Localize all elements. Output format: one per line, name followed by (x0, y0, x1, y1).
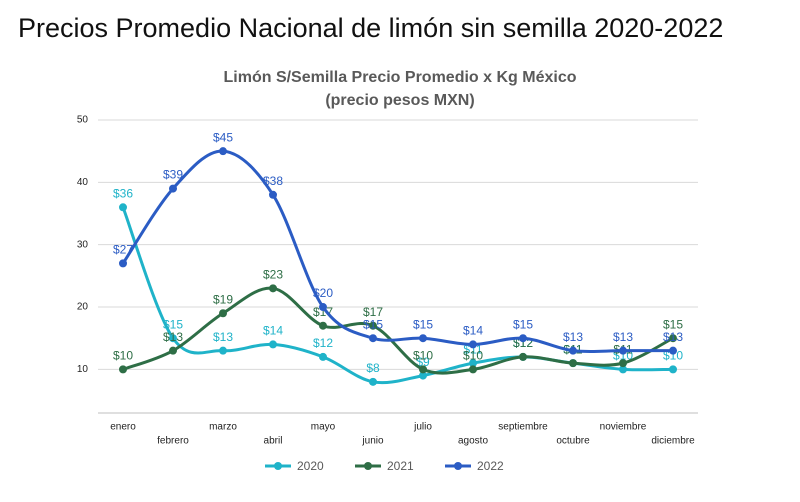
data-point (419, 334, 427, 343)
data-point (119, 365, 127, 374)
data-label: $15 (163, 317, 183, 331)
series-line (121, 206, 674, 385)
data-label: $39 (163, 168, 183, 182)
data-point (619, 365, 627, 374)
data-label: $9 (416, 355, 430, 369)
data-label: $36 (113, 186, 133, 200)
x-tick-label: julio (413, 422, 432, 433)
data-point (369, 334, 377, 343)
legend-label: 2020 (297, 459, 324, 473)
data-label: $23 (263, 267, 283, 281)
data-point (469, 359, 477, 368)
data-label: $12 (313, 336, 333, 350)
legend-label: 2021 (387, 459, 414, 473)
legend-marker (364, 462, 372, 470)
data-point (419, 371, 427, 380)
data-point (269, 340, 277, 349)
data-label: $27 (113, 243, 133, 257)
data-label: $10 (463, 349, 483, 363)
y-tick-label: 10 (77, 364, 89, 375)
y-tick-label: 30 (77, 239, 89, 250)
data-point (119, 259, 127, 268)
page-title: Precios Promedio Nacional de limón sin s… (18, 13, 723, 43)
data-label: $8 (366, 361, 380, 375)
data-label: $13 (613, 330, 633, 344)
legend-marker (274, 462, 282, 470)
x-tick-label: enero (110, 422, 136, 433)
data-label: $10 (113, 349, 133, 363)
data-label: $13 (163, 330, 183, 344)
y-tick-label: 50 (77, 115, 89, 126)
x-tick-label: febrero (157, 436, 189, 447)
data-point (169, 346, 177, 355)
data-label: $17 (363, 305, 383, 319)
data-point (169, 184, 177, 193)
data-point (369, 321, 377, 330)
x-tick-label: agosto (458, 436, 488, 447)
data-point (169, 334, 177, 343)
data-point (319, 321, 327, 330)
series-line (121, 149, 673, 354)
data-label: $19 (213, 292, 233, 306)
x-tick-label: noviembre (600, 422, 647, 433)
data-point (669, 365, 677, 374)
data-label: $14 (263, 324, 283, 338)
chart-title: Limón S/Semilla Precio Promedio x Kg Méx… (224, 69, 577, 86)
data-label: $13 (213, 330, 233, 344)
y-tick-label: 40 (77, 177, 89, 188)
data-point (219, 309, 227, 318)
data-point (619, 359, 627, 368)
data-point (269, 284, 277, 293)
x-tick-label: marzo (209, 422, 237, 433)
data-label: $20 (313, 286, 333, 300)
x-tick-label: octubre (556, 436, 590, 447)
data-point (319, 303, 327, 312)
data-point (519, 352, 527, 361)
data-point (519, 334, 527, 343)
data-point (419, 365, 427, 374)
data-point (569, 346, 577, 355)
x-tick-label: junio (361, 436, 384, 447)
x-tick-label: abril (264, 436, 283, 447)
y-tick-label: 20 (77, 302, 89, 313)
data-label: $13 (563, 330, 583, 344)
legend-marker (454, 462, 462, 470)
data-label: $45 (213, 130, 233, 144)
data-label: $15 (513, 317, 533, 331)
data-point (469, 365, 477, 374)
data-point (469, 340, 477, 349)
x-tick-label: septiembre (498, 422, 548, 433)
data-label: $11 (463, 342, 482, 356)
data-point (369, 377, 377, 386)
x-tick-label: mayo (311, 422, 336, 433)
legend-label: 2022 (477, 459, 504, 473)
data-point (569, 359, 577, 368)
data-label: $15 (413, 317, 433, 331)
data-label: $10 (413, 349, 433, 363)
x-tick-label: diciembre (651, 436, 695, 447)
chart-subtitle: (precio pesos MXN) (325, 92, 474, 109)
data-label: $15 (363, 317, 383, 331)
data-label: $15 (663, 317, 683, 331)
data-point (269, 190, 277, 199)
data-point (319, 352, 327, 361)
data-point (219, 147, 227, 156)
data-point (119, 203, 127, 212)
data-point (669, 346, 677, 355)
data-point (619, 346, 627, 355)
data-point (219, 346, 227, 355)
series-line (122, 286, 674, 375)
data-label: $14 (463, 324, 483, 338)
data-label: $38 (263, 174, 283, 188)
data-point (669, 334, 677, 343)
data-label: $13 (663, 330, 683, 344)
